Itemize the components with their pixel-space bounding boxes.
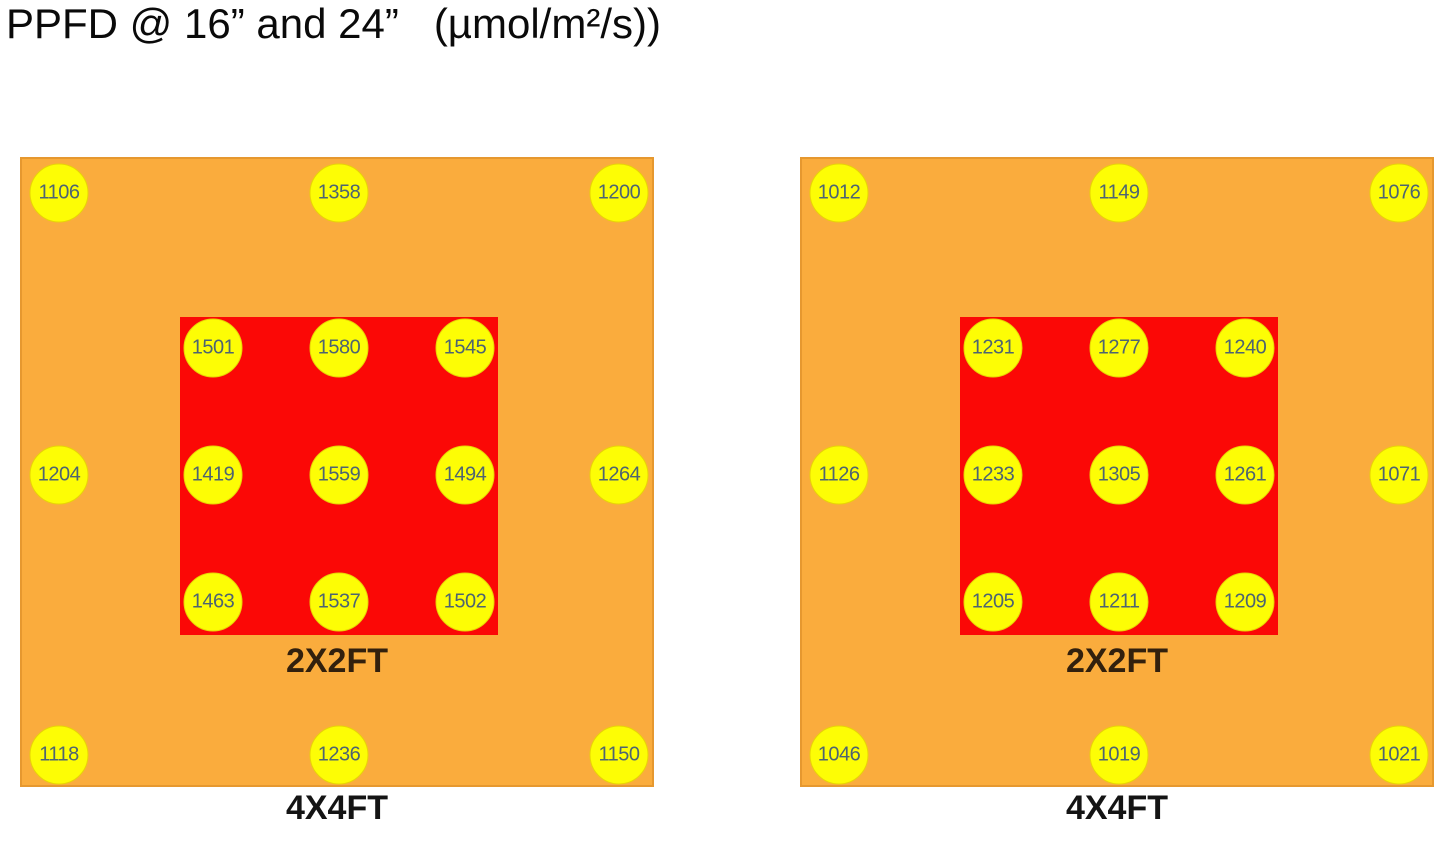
inner-area-2x2ft: 1231 1277 1240 1233 1305 1261 1205 1211 … [960, 317, 1278, 635]
ppfd-marker: 1205 [963, 572, 1023, 632]
ppfd-marker: 1580 [309, 318, 369, 378]
ppfd-marker: 1233 [963, 445, 1023, 505]
outer-area-4x4ft: 1012 1149 1076 1126 1071 1046 1019 1021 … [800, 157, 1434, 787]
inner-area-caption: 2X2FT [1065, 642, 1169, 680]
ppfd-marker: 1236 [309, 725, 369, 785]
ppfd-marker: 1231 [963, 318, 1023, 378]
ppfd-marker: 1021 [1369, 725, 1429, 785]
ppfd-marker: 1419 [183, 445, 243, 505]
outer-area-4x4ft: 1106 1358 1200 1204 1264 1118 1236 1150 … [20, 157, 654, 787]
ppfd-marker: 1126 [809, 445, 869, 505]
ppfd-marker: 1494 [435, 445, 495, 505]
ppfd-marker: 1046 [809, 725, 869, 785]
ppfd-marker: 1537 [309, 572, 369, 632]
inner-area-2x2ft: 1501 1580 1545 1419 1559 1494 1463 1537 … [180, 317, 498, 635]
ppfd-marker: 1463 [183, 572, 243, 632]
ppfd-marker: 1106 [29, 163, 89, 223]
ppfd-map-16in: 1106 1358 1200 1204 1264 1118 1236 1150 … [20, 157, 654, 827]
ppfd-marker: 1204 [29, 445, 89, 505]
ppfd-marker: 1118 [29, 725, 89, 785]
page-title: PPFD @ 16” and 24” (µmol/m²/s)) [6, 0, 661, 47]
ppfd-marker: 1209 [1215, 572, 1275, 632]
ppfd-marker: 1502 [435, 572, 495, 632]
ppfd-marker: 1240 [1215, 318, 1275, 378]
inner-area-caption: 2X2FT [285, 642, 389, 680]
ppfd-marker: 1200 [589, 163, 649, 223]
outer-area-caption: 4X4FT [1065, 789, 1169, 827]
ppfd-marker: 1211 [1089, 572, 1149, 632]
ppfd-marker: 1501 [183, 318, 243, 378]
ppfd-marker: 1149 [1089, 163, 1149, 223]
ppfd-marker: 1358 [309, 163, 369, 223]
ppfd-marker: 1012 [809, 163, 869, 223]
ppfd-map-24in: 1012 1149 1076 1126 1071 1046 1019 1021 … [800, 157, 1434, 827]
ppfd-marker: 1019 [1089, 725, 1149, 785]
outer-area-caption: 4X4FT [285, 789, 389, 827]
ppfd-marker: 1277 [1089, 318, 1149, 378]
ppfd-marker: 1150 [589, 725, 649, 785]
ppfd-marker: 1076 [1369, 163, 1429, 223]
ppfd-marker: 1545 [435, 318, 495, 378]
ppfd-marker: 1261 [1215, 445, 1275, 505]
ppfd-marker: 1071 [1369, 445, 1429, 505]
ppfd-marker: 1559 [309, 445, 369, 505]
ppfd-marker: 1264 [589, 445, 649, 505]
ppfd-marker: 1305 [1089, 445, 1149, 505]
